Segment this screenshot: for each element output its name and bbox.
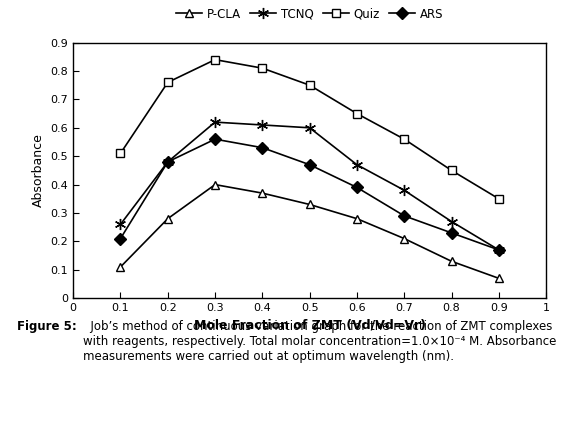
- P-CLA: [212, 182, 218, 187]
- TCNQ: [212, 120, 218, 125]
- TCNQ: [259, 122, 266, 127]
- TCNQ: [354, 162, 360, 167]
- Quiz: [448, 168, 455, 173]
- P-CLA: [259, 190, 266, 196]
- P-CLA: [495, 276, 502, 281]
- TCNQ: [164, 159, 171, 164]
- Quiz: [117, 151, 124, 156]
- P-CLA: [448, 259, 455, 264]
- TCNQ: [495, 248, 502, 253]
- Legend: P-CLA, TCNQ, Quiz, ARS: P-CLA, TCNQ, Quiz, ARS: [176, 8, 444, 20]
- TCNQ: [448, 219, 455, 224]
- P-CLA: [354, 216, 360, 221]
- ARS: [495, 248, 502, 253]
- Text: Figure 5:: Figure 5:: [17, 320, 77, 333]
- Quiz: [164, 80, 171, 85]
- ARS: [448, 230, 455, 236]
- Quiz: [401, 137, 408, 142]
- ARS: [259, 145, 266, 150]
- P-CLA: [306, 202, 313, 207]
- Quiz: [212, 57, 218, 62]
- Text: Job’s method of continuous variation graph for the reaction of ZMT complexes wit: Job’s method of continuous variation gra…: [83, 320, 557, 363]
- ARS: [212, 137, 218, 142]
- P-CLA: [401, 236, 408, 241]
- Line: P-CLA: P-CLA: [117, 181, 503, 282]
- Quiz: [306, 83, 313, 88]
- Quiz: [259, 66, 266, 71]
- P-CLA: [164, 216, 171, 221]
- ARS: [117, 236, 124, 241]
- Y-axis label: Absorbance: Absorbance: [32, 133, 45, 207]
- ARS: [354, 185, 360, 190]
- TCNQ: [117, 222, 124, 227]
- Quiz: [354, 111, 360, 116]
- Line: TCNQ: TCNQ: [115, 117, 504, 256]
- X-axis label: Mole Fraction of ZMT (Vd/Vd=Vr): Mole Fraction of ZMT (Vd/Vd=Vr): [194, 319, 426, 331]
- ARS: [401, 213, 408, 219]
- Line: ARS: ARS: [117, 135, 503, 254]
- TCNQ: [401, 188, 408, 193]
- Line: Quiz: Quiz: [117, 55, 503, 203]
- P-CLA: [117, 265, 124, 270]
- Quiz: [495, 196, 502, 201]
- TCNQ: [306, 125, 313, 130]
- ARS: [306, 162, 313, 167]
- ARS: [164, 159, 171, 164]
